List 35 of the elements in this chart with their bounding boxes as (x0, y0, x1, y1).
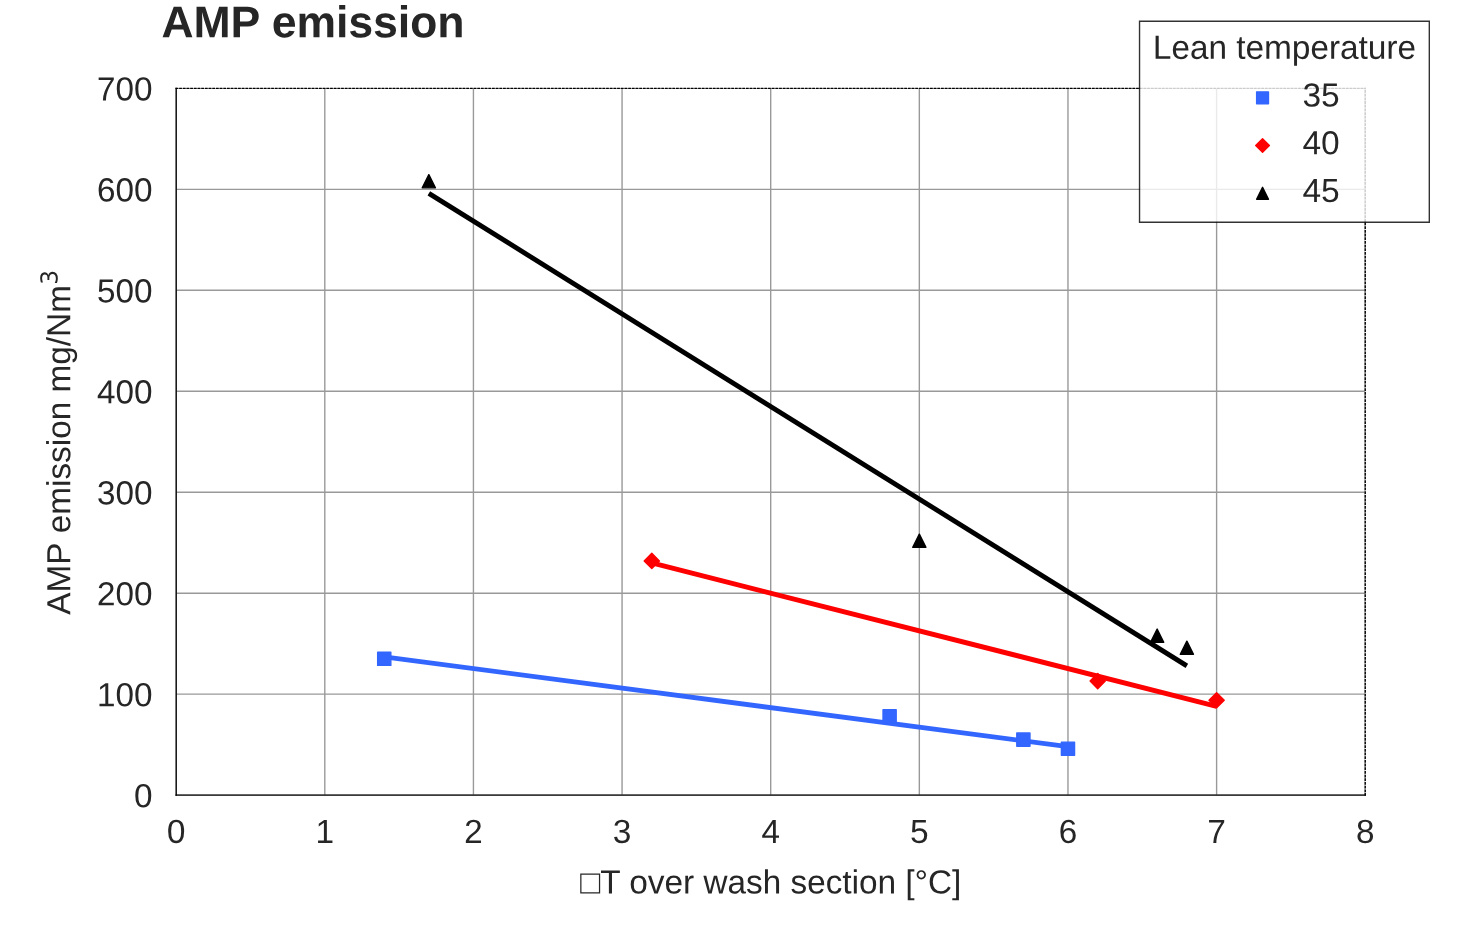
point (1179, 640, 1195, 656)
y-tick-label: 400 (97, 380, 152, 404)
legend-label: 45 (1303, 179, 1339, 203)
y-tick-label: 700 (98, 77, 152, 101)
y-tick-label: 300 (98, 481, 152, 505)
y-tick-label: 600 (98, 178, 152, 202)
x-tick-label: 3 (614, 819, 630, 844)
x-tick-label: 8 (1357, 819, 1374, 844)
point (912, 533, 927, 548)
point (1149, 628, 1165, 643)
x-tick-label: 4 (762, 819, 779, 843)
x-axis-title: □T over wash section [°C] (580, 869, 959, 901)
chart-title: AMP emission (162, 5, 462, 38)
point (1016, 732, 1031, 747)
y-tick-label: 200 (98, 582, 152, 606)
point (643, 552, 661, 570)
legend-label: 40 (1303, 131, 1339, 155)
point (421, 173, 437, 189)
point (882, 709, 897, 724)
legend-label: 35 (1303, 83, 1339, 107)
x-tick-label: 2 (465, 819, 482, 843)
point (1208, 691, 1225, 709)
y-tick-label: 0 (135, 783, 152, 808)
legend-title: Lean temperature (1155, 35, 1415, 66)
x-tick-label: 6 (1060, 819, 1076, 844)
y-tick-label: 100 (99, 682, 152, 707)
point (376, 651, 392, 667)
y-tick-label: 500 (98, 279, 152, 303)
x-tick-label: 0 (168, 819, 185, 844)
point (1089, 672, 1106, 690)
point (1060, 741, 1076, 756)
x-tick-label: 1 (318, 819, 333, 843)
y-axis-title: AMP emission mg/Nm$^{3}$ (40, 271, 78, 615)
x-tick-label: 7 (1209, 819, 1225, 843)
x-tick-label: 5 (911, 819, 928, 844)
